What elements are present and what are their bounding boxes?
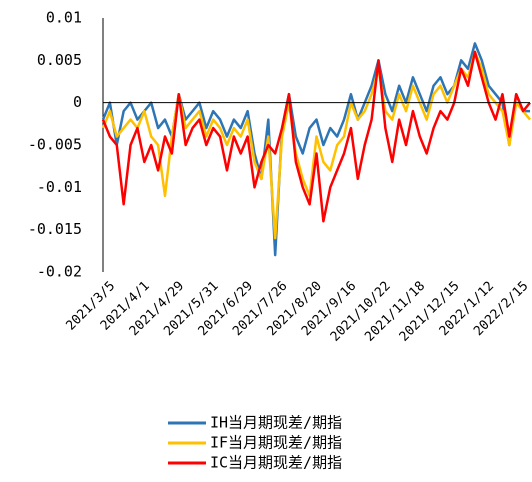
y-tick-label: -0.005 (28, 136, 82, 154)
y-tick-label: -0.015 (28, 220, 82, 238)
series-line (101, 50, 531, 223)
legend-label: IC当月期现差/期指 (210, 454, 342, 472)
legend-label: IF当月期现差/期指 (210, 434, 342, 452)
y-tick-label: 0.01 (46, 9, 82, 27)
y-tick-label: -0.02 (37, 263, 82, 281)
y-tick-label: 0.005 (37, 51, 82, 69)
y-tick-label: 0 (73, 93, 82, 111)
y-tick-label: -0.01 (37, 178, 82, 196)
legend-label: IH当月期现差/期指 (210, 414, 342, 432)
